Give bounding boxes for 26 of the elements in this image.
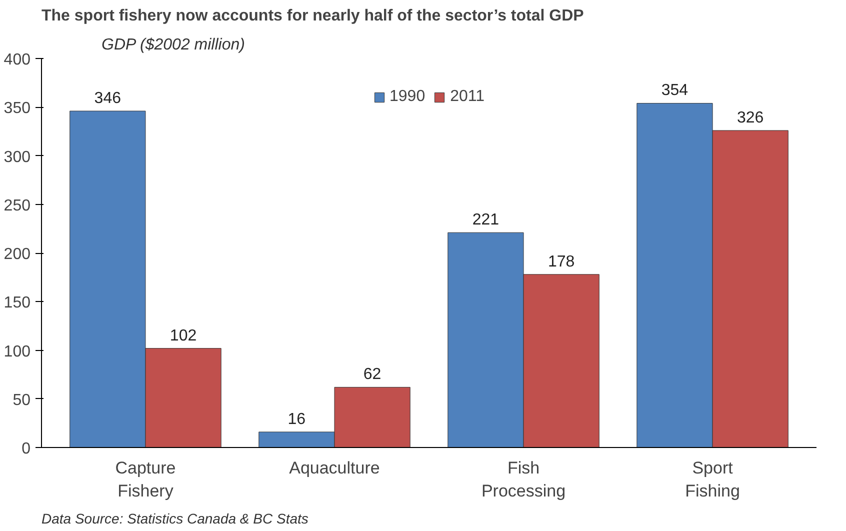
y-tick-label: 250 <box>4 197 31 214</box>
legend-label: 2011 <box>450 88 484 106</box>
x-tick-label: Fish Processing <box>481 458 566 500</box>
y-tick-label: 50 <box>12 392 31 409</box>
y-tick-label: 400 <box>4 52 31 68</box>
y-tick-label: 350 <box>4 100 31 118</box>
y-tick-label: 150 <box>4 294 31 312</box>
x-tick-label: Aquaculture <box>289 458 380 478</box>
data-label: 178 <box>548 253 575 270</box>
x-tick-label: Sport Fishing <box>685 458 740 500</box>
x-tick-label: Capture Fishery <box>115 458 176 500</box>
legend-label: 1990 <box>390 88 426 106</box>
y-axis-title: GDP ($2002 million) <box>102 36 245 54</box>
source-note: Data Source: Statistics Canada & BC Stats <box>42 510 308 526</box>
data-label: 221 <box>472 212 500 229</box>
data-label: 354 <box>661 82 688 100</box>
y-tick-label: 200 <box>4 246 31 263</box>
y-tick-label: 100 <box>4 343 31 360</box>
data-label: 16 <box>288 410 306 428</box>
y-tick-label: 300 <box>4 148 31 166</box>
data-label: 102 <box>170 327 197 344</box>
data-label: 62 <box>363 366 382 384</box>
chart-title: The sport fishery now accounts for nearly half of the sector’s total GDP <box>42 8 584 24</box>
data-label: 346 <box>94 90 122 108</box>
y-tick-label: 0 <box>22 440 31 458</box>
data-label: 326 <box>736 109 764 126</box>
